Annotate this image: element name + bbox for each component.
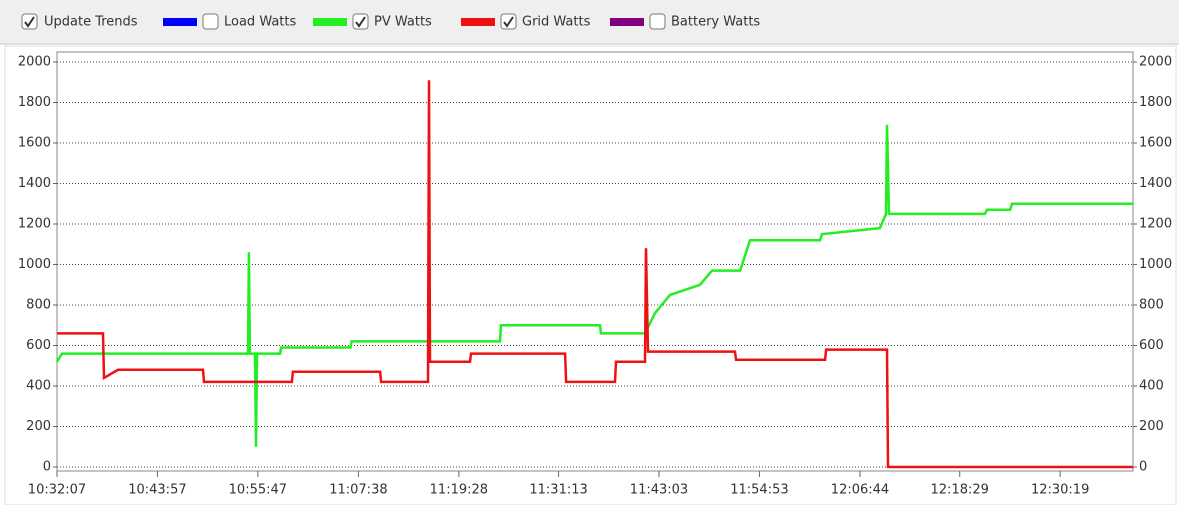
legend-label[interactable]: PV Watts bbox=[374, 15, 432, 30]
legend-label[interactable]: Battery Watts bbox=[671, 15, 760, 30]
checkbox[interactable] bbox=[21, 13, 38, 30]
x-tick-label: 11:43:03 bbox=[630, 483, 688, 498]
y-tick-label: 400 bbox=[26, 379, 51, 394]
x-tick-label: 12:06:44 bbox=[831, 483, 889, 498]
y-tick-label: 1000 bbox=[18, 257, 51, 272]
x-tick-label: 10:43:57 bbox=[128, 483, 186, 498]
legend-swatch bbox=[461, 18, 495, 26]
y2-tick-label: 1400 bbox=[1139, 176, 1172, 191]
checkbox[interactable] bbox=[500, 13, 517, 30]
y-tick-label: 0 bbox=[43, 460, 51, 475]
y2-tick-label: 400 bbox=[1139, 379, 1164, 394]
y2-tick-label: 2000 bbox=[1139, 55, 1172, 70]
y2-tick-label: 1000 bbox=[1139, 257, 1172, 272]
plot-frame bbox=[56, 51, 1134, 472]
y-tick-label: 1600 bbox=[18, 136, 51, 151]
y2-tick-label: 600 bbox=[1139, 338, 1164, 353]
legend-swatch bbox=[610, 18, 644, 26]
x-tick-label: 12:18:29 bbox=[931, 483, 989, 498]
legend-swatch bbox=[313, 18, 347, 26]
y-tick-label: 2000 bbox=[18, 55, 51, 70]
x-tick-label: 10:55:47 bbox=[229, 483, 287, 498]
checkmark bbox=[355, 16, 366, 28]
y-tick-label: 1400 bbox=[18, 176, 51, 191]
y-tick-label: 800 bbox=[26, 298, 51, 313]
checkbox[interactable] bbox=[202, 13, 219, 30]
y-tick-label: 200 bbox=[26, 419, 51, 434]
x-tick-label: 11:07:38 bbox=[329, 483, 387, 498]
x-tick-label: 11:54:53 bbox=[730, 483, 788, 498]
x-tick-label: 12:30:19 bbox=[1031, 483, 1089, 498]
y2-tick-label: 1200 bbox=[1139, 217, 1172, 232]
checkbox[interactable] bbox=[352, 13, 369, 30]
checkbox-label[interactable]: Update Trends bbox=[44, 15, 138, 30]
legend-label[interactable]: Grid Watts bbox=[522, 15, 591, 30]
x-tick-label: 11:19:28 bbox=[430, 483, 488, 498]
y2-tick-label: 1800 bbox=[1139, 95, 1172, 110]
x-tick-label: 10:32:07 bbox=[28, 483, 86, 498]
checkbox[interactable] bbox=[649, 13, 666, 30]
checkmark bbox=[503, 16, 514, 28]
series-line bbox=[57, 80, 1133, 469]
y-tick-label: 600 bbox=[26, 338, 51, 353]
y2-tick-label: 200 bbox=[1139, 419, 1164, 434]
y2-tick-label: 0 bbox=[1139, 460, 1147, 475]
chart-panel bbox=[4, 45, 1177, 506]
legend-swatch bbox=[163, 18, 197, 26]
x-tick-label: 11:31:13 bbox=[529, 483, 587, 498]
y-tick-label: 1200 bbox=[18, 217, 51, 232]
y-tick-label: 1800 bbox=[18, 95, 51, 110]
y2-tick-label: 1600 bbox=[1139, 136, 1172, 151]
y2-tick-label: 800 bbox=[1139, 298, 1164, 313]
legend-label[interactable]: Load Watts bbox=[224, 15, 297, 30]
series-line bbox=[55, 124, 1133, 447]
checkmark bbox=[24, 16, 35, 28]
